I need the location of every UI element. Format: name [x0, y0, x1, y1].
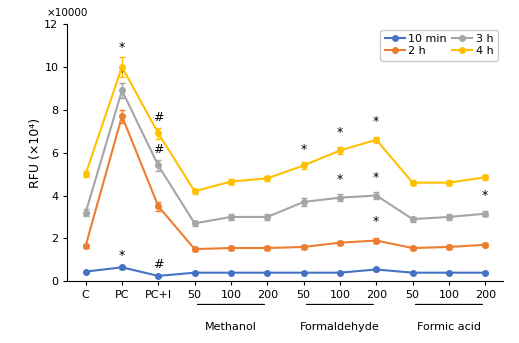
Text: Methanol: Methanol: [205, 322, 257, 332]
Text: #: #: [153, 258, 163, 271]
Text: *: *: [482, 189, 488, 202]
Text: Formic acid: Formic acid: [417, 322, 481, 332]
Text: *: *: [373, 171, 379, 184]
Text: *: *: [119, 249, 125, 262]
Text: *: *: [119, 66, 125, 79]
Text: #: #: [153, 111, 163, 124]
Text: Formaldehyde: Formaldehyde: [300, 322, 380, 332]
Text: *: *: [119, 41, 125, 54]
Text: *: *: [337, 126, 343, 139]
Text: *: *: [373, 115, 379, 128]
Text: ×10000: ×10000: [47, 8, 88, 17]
Y-axis label: RFU (×10⁴): RFU (×10⁴): [29, 118, 42, 188]
Text: *: *: [337, 173, 343, 186]
Text: *: *: [301, 143, 307, 156]
Legend: 10 min, 2 h, 3 h, 4 h: 10 min, 2 h, 3 h, 4 h: [380, 29, 498, 61]
Text: #: #: [153, 143, 163, 156]
Text: *: *: [373, 215, 379, 228]
